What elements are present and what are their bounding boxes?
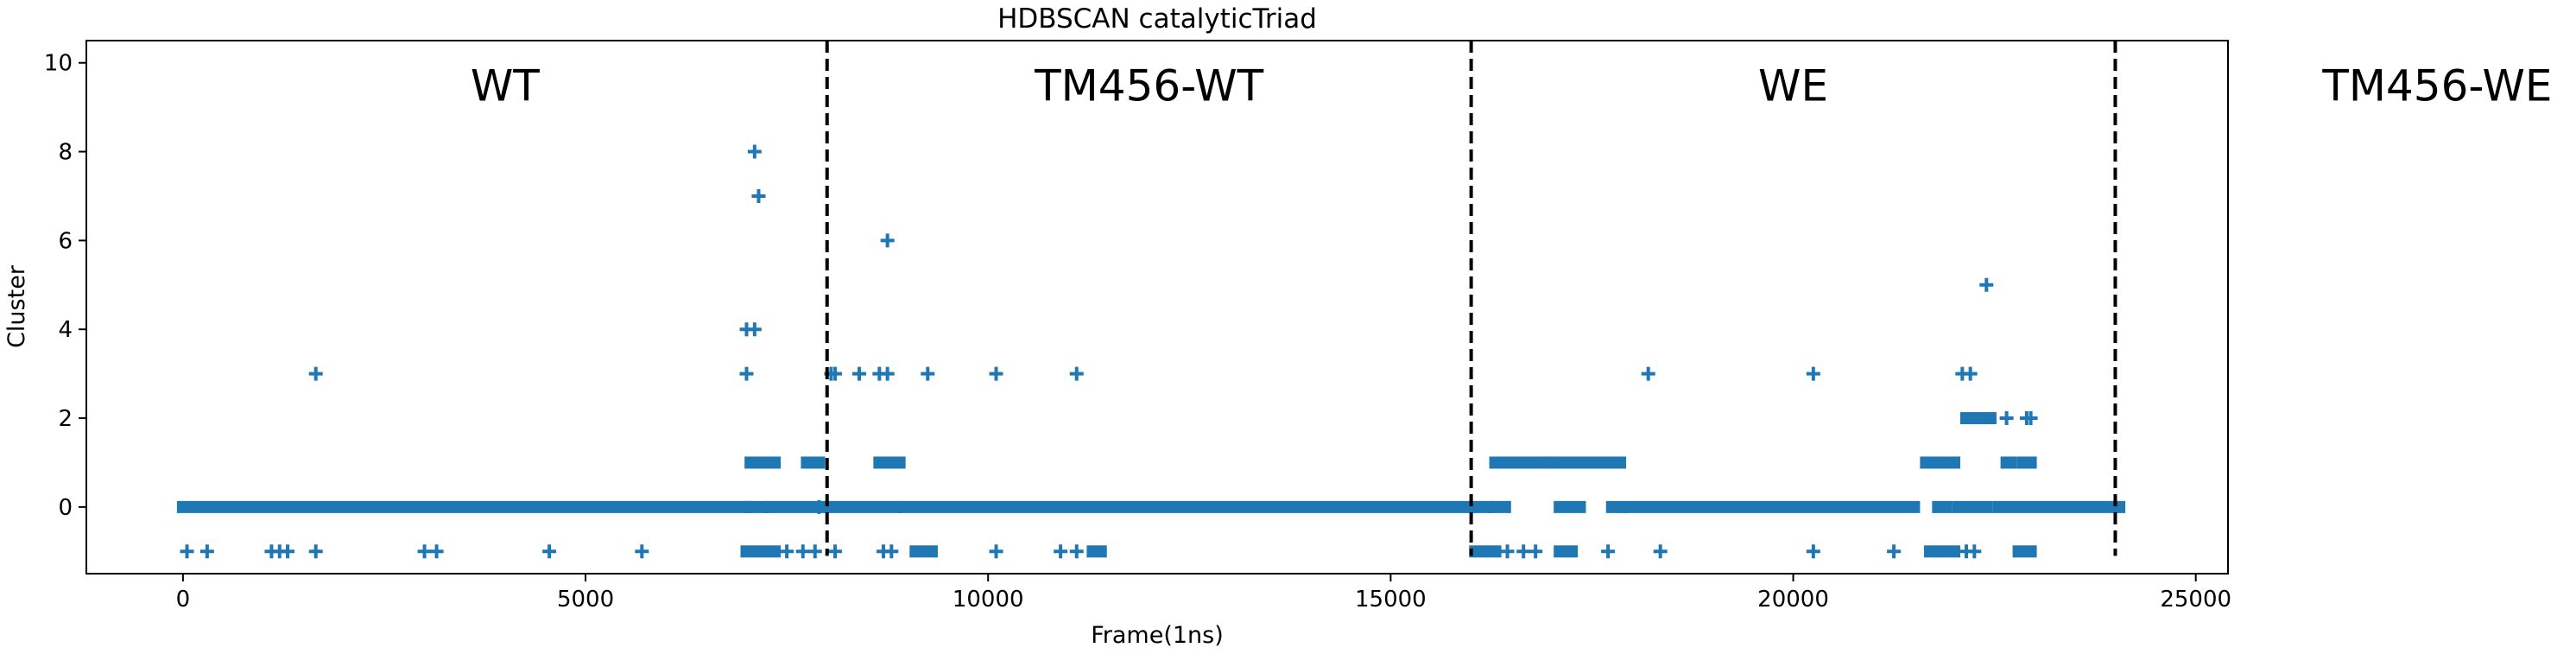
cluster-run	[1554, 500, 1586, 513]
data-point	[880, 233, 895, 248]
y-axis-label: Cluster	[3, 264, 30, 348]
data-point	[1641, 366, 1655, 381]
data-point	[1516, 544, 1531, 559]
data-point	[880, 366, 895, 381]
data-point	[1979, 277, 1994, 292]
cluster-run	[909, 545, 938, 558]
data-point	[852, 366, 867, 381]
region-label: WE	[1758, 60, 1828, 111]
data-point	[828, 366, 843, 381]
x-axis-label: Frame(1ns)	[1091, 622, 1224, 649]
cluster-run	[1992, 500, 2126, 513]
data-point	[1963, 366, 1978, 381]
data-point	[1601, 544, 1616, 559]
data-point	[884, 544, 899, 559]
y-tick-label: 8	[58, 140, 73, 166]
data-point	[812, 499, 826, 514]
data-point	[807, 544, 822, 559]
data-point	[747, 144, 762, 159]
data-point	[739, 366, 754, 381]
data-point	[1806, 366, 1820, 381]
cluster-run	[740, 545, 782, 558]
data-point	[542, 544, 557, 559]
y-tick-label: 2	[58, 406, 73, 432]
data-point	[1967, 544, 1982, 559]
data-point	[989, 544, 1003, 559]
data-point	[417, 544, 432, 559]
cluster-run	[1086, 545, 1107, 558]
data-point	[747, 322, 762, 337]
data-point	[281, 544, 295, 559]
data-point	[180, 544, 194, 559]
data-point	[1500, 544, 1515, 559]
x-tick-label: 15000	[1355, 587, 1427, 613]
cluster-run	[1554, 545, 1579, 558]
data-point	[2023, 411, 2038, 426]
cluster-run	[176, 500, 753, 513]
y-tick-label: 4	[58, 317, 73, 343]
cluster-run	[801, 456, 826, 469]
cluster-run	[873, 456, 906, 469]
cluster-run	[1622, 500, 1921, 513]
data-point	[989, 366, 1003, 381]
data-point	[1653, 544, 1668, 559]
cluster-run	[1920, 456, 1961, 469]
data-point	[429, 544, 444, 559]
x-tick-label: 0	[176, 587, 191, 613]
region-label: TM456-WE	[2321, 60, 2552, 111]
data-point	[1806, 544, 1820, 559]
data-point	[308, 544, 323, 559]
x-tick-label: 20000	[1757, 587, 1829, 613]
cluster-run	[1932, 500, 1953, 513]
data-point	[635, 544, 649, 559]
cluster-run	[1952, 500, 1993, 513]
cluster-run	[2016, 456, 2037, 469]
data-point	[1069, 544, 1084, 559]
cluster-run	[1959, 412, 1997, 425]
data-point	[828, 544, 843, 559]
cluster-run	[1545, 456, 1627, 469]
data-point	[751, 188, 766, 203]
cluster-run	[744, 456, 782, 469]
cluster-run	[1489, 500, 1511, 513]
y-tick-label: 0	[58, 495, 73, 521]
axes-frame	[85, 40, 2229, 575]
data-point	[1529, 544, 1543, 559]
data-point	[795, 544, 810, 559]
x-tick-label: 5000	[557, 587, 614, 613]
x-tick-label: 10000	[953, 587, 1024, 613]
cluster-run	[2000, 456, 2017, 469]
region-label: WT	[471, 60, 540, 111]
data-point	[1069, 366, 1084, 381]
cluster-run	[1605, 500, 1627, 513]
x-tick-label: 25000	[2160, 587, 2231, 613]
data-point	[780, 544, 794, 559]
data-point	[1887, 544, 1902, 559]
cluster-run	[1489, 456, 1554, 469]
y-tick-label: 6	[58, 228, 73, 254]
cluster-run	[897, 500, 1494, 513]
region-label: TM456-WT	[1034, 60, 1264, 111]
cluster-run	[1469, 545, 1502, 558]
cluster-run	[2012, 545, 2037, 558]
data-point	[308, 366, 323, 381]
y-tick-label: 10	[44, 51, 73, 77]
data-point	[199, 544, 214, 559]
data-point	[1999, 411, 2014, 426]
data-point	[1054, 544, 1068, 559]
data-point	[921, 366, 935, 381]
axes: 0 5000 10000 15000 20000 25000 0 2 4 6 8 10	[44, 51, 2231, 613]
cluster-run	[1924, 545, 1961, 558]
chart-title: HDBSCAN catalyticTriad	[997, 3, 1317, 35]
cluster-run	[764, 500, 902, 513]
plot-area: WT TM456-WT WE TM456-WE	[176, 41, 2552, 559]
cluster-run	[744, 500, 769, 513]
